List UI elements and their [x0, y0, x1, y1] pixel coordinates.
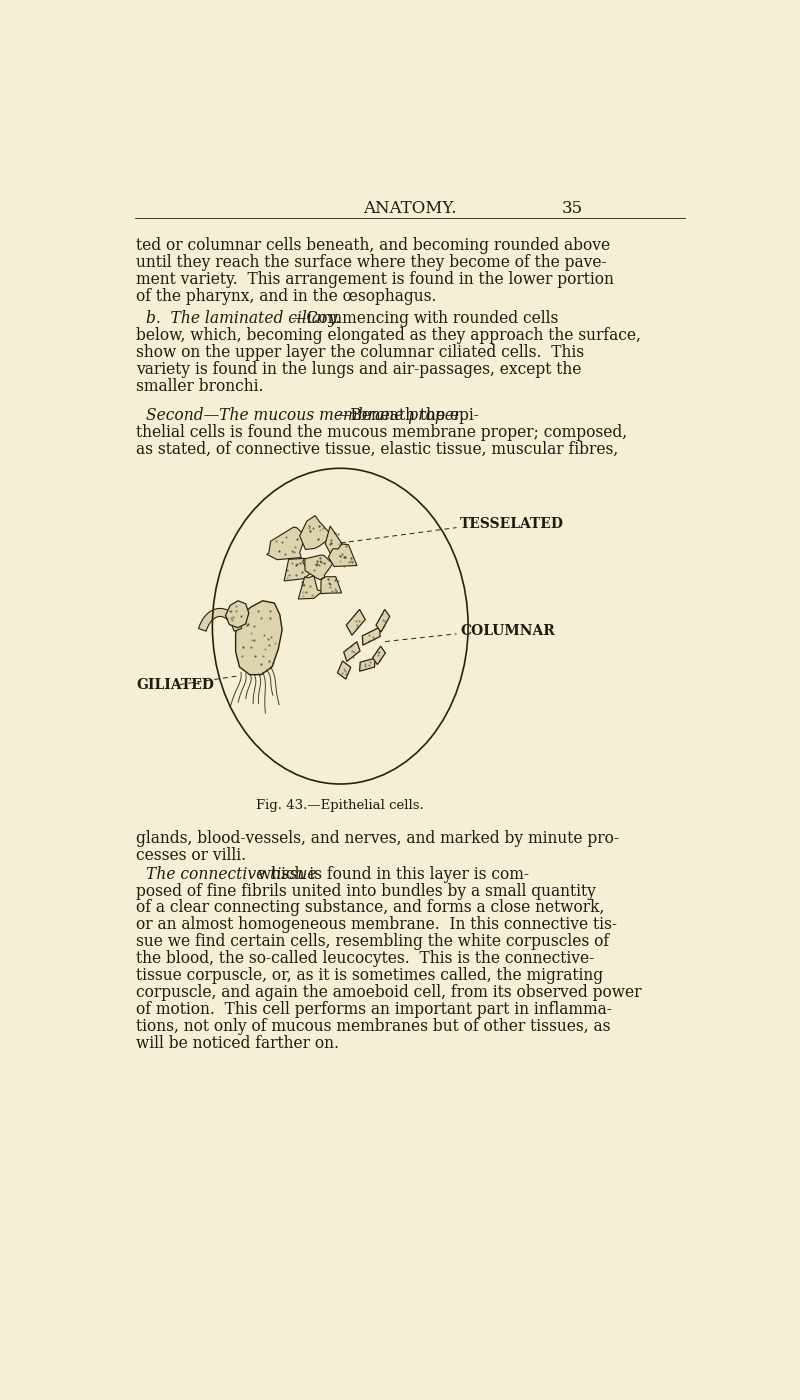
Text: ted or columnar cells beneath, and becoming rounded above: ted or columnar cells beneath, and becom… [137, 237, 610, 255]
Text: until they reach the surface where they become of the pave-: until they reach the surface where they … [137, 255, 607, 272]
Text: variety is found in the lungs and air-passages, except the: variety is found in the lungs and air-pa… [137, 361, 582, 378]
Text: of the pharynx, and in the œsophagus.: of the pharynx, and in the œsophagus. [137, 288, 437, 305]
Polygon shape [298, 575, 322, 599]
Polygon shape [359, 658, 375, 671]
Text: smaller bronchi.: smaller bronchi. [137, 378, 264, 395]
Text: corpuscle, and again the amoeboid cell, from its observed power: corpuscle, and again the amoeboid cell, … [137, 984, 642, 1001]
Text: b.  The laminated ciliary.: b. The laminated ciliary. [146, 311, 341, 328]
Text: 35: 35 [562, 200, 583, 217]
Polygon shape [226, 601, 249, 627]
Text: b.  The laminated ciliary.: b. The laminated ciliary. [146, 311, 341, 328]
Polygon shape [266, 526, 306, 560]
Text: thelial cells is found the mucous membrane proper; composed,: thelial cells is found the mucous membra… [137, 424, 627, 441]
Text: show on the upper layer the columnar ciliated cells.  This: show on the upper layer the columnar cil… [137, 344, 585, 361]
Text: below, which, becoming elongated as they approach the surface,: below, which, becoming elongated as they… [137, 328, 642, 344]
Polygon shape [362, 627, 380, 645]
Text: posed of fine fibrils united into bundles by a small quantity: posed of fine fibrils united into bundle… [137, 882, 596, 900]
Text: as stated, of connective tissue, elastic tissue, muscular fibres,: as stated, of connective tissue, elastic… [137, 441, 618, 458]
Polygon shape [198, 609, 242, 631]
Polygon shape [376, 609, 390, 631]
Text: tissue corpuscle, or, as it is sometimes called, the migrating: tissue corpuscle, or, as it is sometimes… [137, 967, 603, 984]
Text: glands, blood-vessels, and nerves, and marked by minute pro-: glands, blood-vessels, and nerves, and m… [137, 830, 619, 847]
Text: tions, not only of mucous membranes but of other tissues, as: tions, not only of mucous membranes but … [137, 1018, 611, 1035]
Text: GILIATED: GILIATED [137, 679, 214, 693]
Text: cesses or villi.: cesses or villi. [137, 847, 246, 864]
Text: The connective tissue: The connective tissue [146, 865, 317, 882]
Text: TESSELATED: TESSELATED [460, 517, 564, 531]
Text: sue we find certain cells, resembling the white corpuscles of: sue we find certain cells, resembling th… [137, 934, 610, 951]
Text: Second—The mucous membrane proper.: Second—The mucous membrane proper. [146, 406, 465, 424]
Polygon shape [346, 609, 366, 636]
Polygon shape [326, 526, 348, 561]
Text: or an almost homogeneous membrane.  In this connective tis-: or an almost homogeneous membrane. In th… [137, 917, 618, 934]
Polygon shape [300, 515, 334, 550]
Text: ANATOMY.: ANATOMY. [363, 200, 457, 217]
Polygon shape [328, 545, 357, 567]
Polygon shape [321, 577, 342, 594]
Polygon shape [344, 641, 360, 661]
Polygon shape [305, 556, 333, 580]
Polygon shape [338, 661, 350, 679]
Text: COLUMNAR: COLUMNAR [460, 624, 555, 638]
Text: ment variety.  This arrangement is found in the lower portion: ment variety. This arrangement is found … [137, 272, 614, 288]
Text: which is found in this layer is com-: which is found in this layer is com- [253, 865, 529, 882]
Text: the blood, the so-called leucocytes.  This is the connective-: the blood, the so-called leucocytes. Thi… [137, 951, 594, 967]
Text: —Commencing with rounded cells: —Commencing with rounded cells [291, 311, 558, 328]
Polygon shape [236, 601, 282, 675]
Polygon shape [373, 647, 386, 665]
Text: —Beneath the epi-: —Beneath the epi- [335, 406, 478, 424]
Text: will be noticed farther on.: will be noticed farther on. [137, 1035, 339, 1051]
Text: of a clear connecting substance, and forms a close network,: of a clear connecting substance, and for… [137, 900, 605, 917]
Polygon shape [284, 559, 310, 581]
Text: Fig. 43.—Epithelial cells.: Fig. 43.—Epithelial cells. [256, 799, 424, 812]
Text: of motion.  This cell performs an important part in inflamma-: of motion. This cell performs an importa… [137, 1001, 612, 1018]
